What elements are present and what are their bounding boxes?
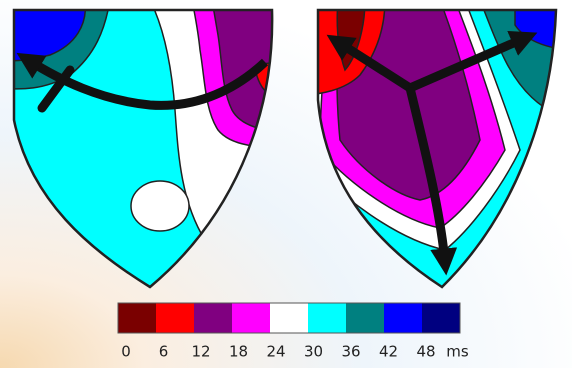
colorbar-swatch xyxy=(156,303,194,333)
tick-label: 24 xyxy=(266,343,285,361)
colorbar-swatch xyxy=(270,303,308,333)
left-map xyxy=(0,0,290,300)
tick-label: 12 xyxy=(191,343,210,361)
figure: 0 6 12 18 24 30 36 42 48 ms xyxy=(0,0,572,368)
colorbar-swatch xyxy=(118,303,156,333)
colorbar-swatch xyxy=(232,303,270,333)
tick-label: 48 xyxy=(416,343,435,361)
colorbar-swatch xyxy=(422,303,460,333)
page: 0612182430364248ms {"colorbar": { "color… xyxy=(0,0,572,368)
colorbar-swatch xyxy=(308,303,346,333)
colorbar-swatch xyxy=(346,303,384,333)
colorbar-ticks: 0 6 12 18 24 30 36 42 48 ms xyxy=(121,343,469,361)
colorbar-swatch xyxy=(384,303,422,333)
unit-label: ms xyxy=(446,343,469,361)
tick-label: 36 xyxy=(341,343,360,361)
colorbar-swatch xyxy=(194,303,232,333)
colorbar xyxy=(118,303,460,333)
tick-label: 18 xyxy=(229,343,248,361)
tick-label: 42 xyxy=(379,343,398,361)
tick-label: 30 xyxy=(304,343,323,361)
tick-label: 6 xyxy=(159,343,169,361)
tick-label: 0 xyxy=(121,343,131,361)
